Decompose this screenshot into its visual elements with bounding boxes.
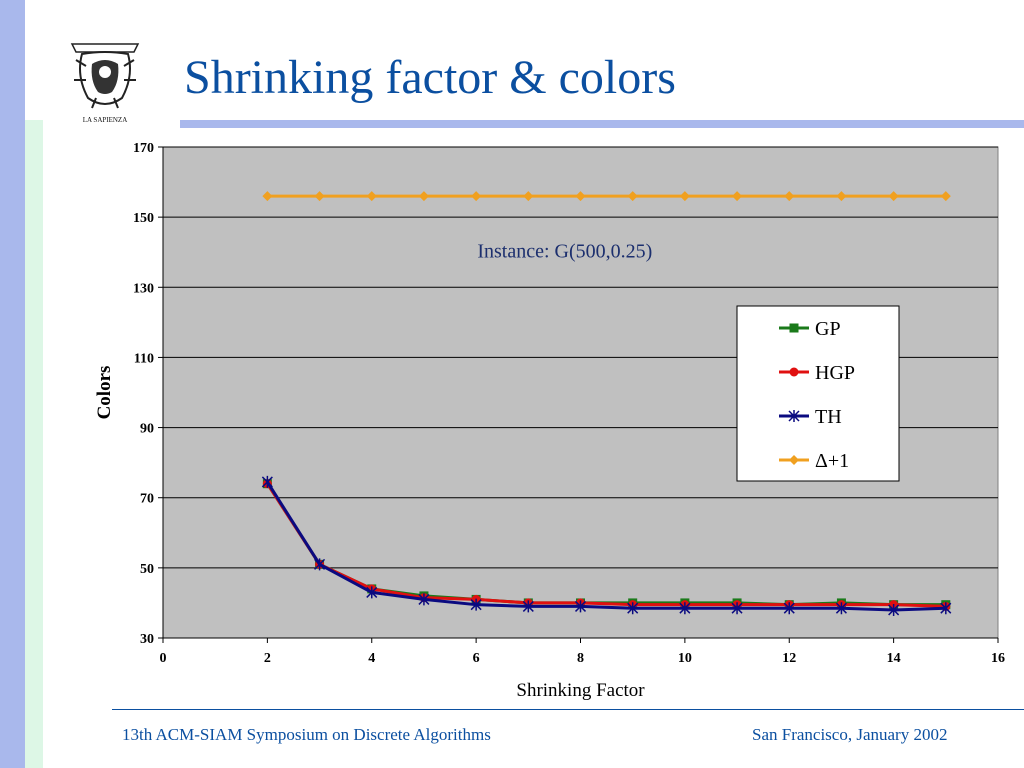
point-2-9 bbox=[731, 602, 743, 615]
y-tick-label-50: 50 bbox=[140, 562, 154, 577]
y-tick-label-170: 170 bbox=[133, 141, 154, 156]
legend-marker-2 bbox=[788, 410, 800, 422]
point-2-13 bbox=[940, 602, 952, 615]
point-3-10 bbox=[784, 191, 795, 202]
point-2-3 bbox=[418, 593, 430, 606]
point-3-4 bbox=[471, 191, 482, 202]
series-2 bbox=[261, 475, 952, 616]
point-3-7 bbox=[627, 191, 638, 202]
footer-conference: 13th ACM-SIAM Symposium on Discrete Algo… bbox=[122, 725, 491, 744]
y-axis-label: Colors bbox=[94, 366, 115, 420]
point-2-11 bbox=[835, 602, 847, 615]
point-2-5 bbox=[522, 600, 534, 613]
y-tick-label-70: 70 bbox=[140, 492, 154, 507]
point-3-13 bbox=[940, 191, 951, 202]
svg-text:LA SAPIENZA: LA SAPIENZA bbox=[83, 116, 128, 124]
point-2-2 bbox=[366, 586, 378, 599]
point-2-6 bbox=[574, 600, 587, 613]
point-3-1 bbox=[314, 191, 325, 202]
x-tick-label-8: 8 bbox=[577, 651, 584, 666]
point-3-9 bbox=[732, 191, 743, 202]
point-2-12 bbox=[888, 603, 900, 616]
x-tick-label-10: 10 bbox=[678, 651, 692, 666]
point-3-11 bbox=[836, 191, 847, 202]
x-tick-label-2: 2 bbox=[264, 651, 271, 666]
x-tick-label-12: 12 bbox=[782, 651, 796, 666]
legend-label-1: HGP bbox=[815, 362, 855, 384]
point-3-3 bbox=[418, 191, 429, 202]
legend-label-3: Δ+1 bbox=[815, 450, 849, 472]
point-3-2 bbox=[366, 191, 377, 202]
point-3-0 bbox=[262, 191, 273, 202]
series-line-2 bbox=[266, 481, 946, 612]
point-3-12 bbox=[888, 191, 899, 202]
y-tick-label-110: 110 bbox=[134, 351, 154, 366]
point-3-8 bbox=[679, 191, 690, 202]
y-tick-label-30: 30 bbox=[140, 632, 154, 647]
left-accent-strip bbox=[25, 120, 43, 768]
title-underline bbox=[180, 120, 1024, 128]
legend-marker-0 bbox=[789, 323, 799, 333]
footer-rule bbox=[112, 709, 1024, 710]
series-line-1 bbox=[266, 482, 946, 608]
left-accent-bar bbox=[0, 0, 25, 768]
point-3-5 bbox=[523, 191, 534, 202]
legend-box bbox=[736, 305, 900, 482]
y-tick-label-130: 130 bbox=[133, 281, 154, 296]
x-tick-label-0: 0 bbox=[160, 651, 167, 666]
series-3 bbox=[262, 191, 951, 202]
x-axis-label: Shrinking Factor bbox=[516, 680, 645, 701]
legend-label-2: TH bbox=[815, 406, 842, 428]
y-tick-label-90: 90 bbox=[140, 422, 154, 437]
point-2-1 bbox=[314, 558, 326, 571]
point-2-10 bbox=[783, 602, 795, 615]
point-2-4 bbox=[470, 598, 482, 611]
x-tick-label-16: 16 bbox=[991, 651, 1005, 666]
x-tick-label-6: 6 bbox=[473, 651, 480, 666]
legend-marker-3 bbox=[789, 455, 799, 465]
slide-title: Shrinking factor & colors bbox=[184, 51, 676, 104]
y-tick-label-150: 150 bbox=[133, 211, 154, 226]
point-2-0 bbox=[261, 475, 273, 488]
legend-marker-1 bbox=[789, 367, 799, 377]
instance-annotation: Instance: G(500,0.25) bbox=[477, 240, 652, 262]
x-tick-label-4: 4 bbox=[368, 651, 375, 666]
footer-location-date: San Francisco, January 2002 bbox=[752, 725, 948, 744]
point-2-8 bbox=[679, 602, 691, 615]
x-tick-label-14: 14 bbox=[887, 651, 901, 666]
point-2-7 bbox=[627, 602, 639, 615]
university-seal-logo: LA SAPIENZA bbox=[70, 43, 140, 124]
point-3-6 bbox=[575, 191, 586, 202]
legend-label-0: GP bbox=[815, 318, 841, 340]
